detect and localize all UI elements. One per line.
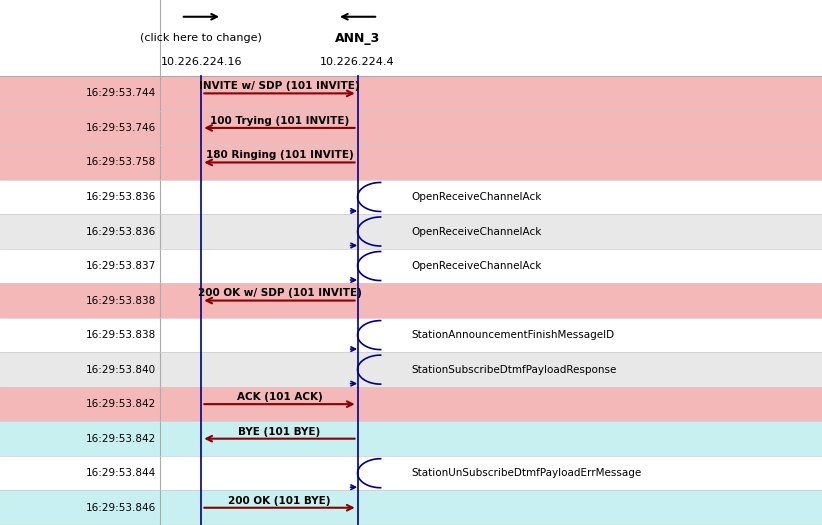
Text: 100 Trying (101 INVITE): 100 Trying (101 INVITE) xyxy=(210,116,349,126)
FancyBboxPatch shape xyxy=(0,490,822,525)
FancyBboxPatch shape xyxy=(0,145,822,180)
Text: 16:29:53.746: 16:29:53.746 xyxy=(86,123,156,133)
Text: 16:29:53.836: 16:29:53.836 xyxy=(86,192,156,202)
FancyBboxPatch shape xyxy=(0,318,822,352)
Text: 10.226.224.16: 10.226.224.16 xyxy=(160,57,242,67)
Text: StationSubscribeDtmfPayloadResponse: StationSubscribeDtmfPayloadResponse xyxy=(412,365,617,375)
Text: 200 OK (101 BYE): 200 OK (101 BYE) xyxy=(229,496,330,506)
FancyBboxPatch shape xyxy=(0,111,822,145)
Text: 200 OK w/ SDP (101 INVITE): 200 OK w/ SDP (101 INVITE) xyxy=(197,289,362,299)
Text: StationAnnouncementFinishMessageID: StationAnnouncementFinishMessageID xyxy=(412,330,615,340)
Text: 16:29:53.838: 16:29:53.838 xyxy=(86,330,156,340)
Text: 16:29:53.836: 16:29:53.836 xyxy=(86,226,156,236)
Text: OpenReceiveChannelAck: OpenReceiveChannelAck xyxy=(412,226,543,236)
FancyBboxPatch shape xyxy=(0,249,822,284)
Text: 16:29:53.758: 16:29:53.758 xyxy=(86,158,156,167)
Text: 16:29:53.846: 16:29:53.846 xyxy=(86,503,156,513)
FancyBboxPatch shape xyxy=(0,387,822,422)
Text: 16:29:53.838: 16:29:53.838 xyxy=(86,296,156,306)
Text: 16:29:53.842: 16:29:53.842 xyxy=(86,399,156,409)
FancyBboxPatch shape xyxy=(0,284,822,318)
FancyBboxPatch shape xyxy=(0,180,822,214)
FancyBboxPatch shape xyxy=(0,456,822,490)
Text: ANN_3: ANN_3 xyxy=(335,32,381,45)
Text: OpenReceiveChannelAck: OpenReceiveChannelAck xyxy=(412,261,543,271)
Text: (click here to change): (click here to change) xyxy=(141,33,262,43)
Text: OpenReceiveChannelAck: OpenReceiveChannelAck xyxy=(412,192,543,202)
Text: StationUnSubscribeDtmfPayloadErrMessage: StationUnSubscribeDtmfPayloadErrMessage xyxy=(412,468,642,478)
FancyBboxPatch shape xyxy=(0,76,822,111)
Text: 16:29:53.840: 16:29:53.840 xyxy=(86,365,156,375)
Text: 16:29:53.842: 16:29:53.842 xyxy=(86,434,156,444)
Text: BYE (101 BYE): BYE (101 BYE) xyxy=(238,427,321,437)
FancyBboxPatch shape xyxy=(0,0,822,76)
Text: 10.226.224.4: 10.226.224.4 xyxy=(321,57,395,67)
Text: 16:29:53.837: 16:29:53.837 xyxy=(86,261,156,271)
Text: 180 Ringing (101 INVITE): 180 Ringing (101 INVITE) xyxy=(206,150,353,160)
Text: INVITE w/ SDP (101 INVITE): INVITE w/ SDP (101 INVITE) xyxy=(199,81,360,91)
FancyBboxPatch shape xyxy=(0,422,822,456)
Text: ACK (101 ACK): ACK (101 ACK) xyxy=(237,392,322,402)
Text: 16:29:53.744: 16:29:53.744 xyxy=(86,88,156,98)
Text: 16:29:53.844: 16:29:53.844 xyxy=(86,468,156,478)
FancyBboxPatch shape xyxy=(0,214,822,249)
FancyBboxPatch shape xyxy=(0,352,822,387)
